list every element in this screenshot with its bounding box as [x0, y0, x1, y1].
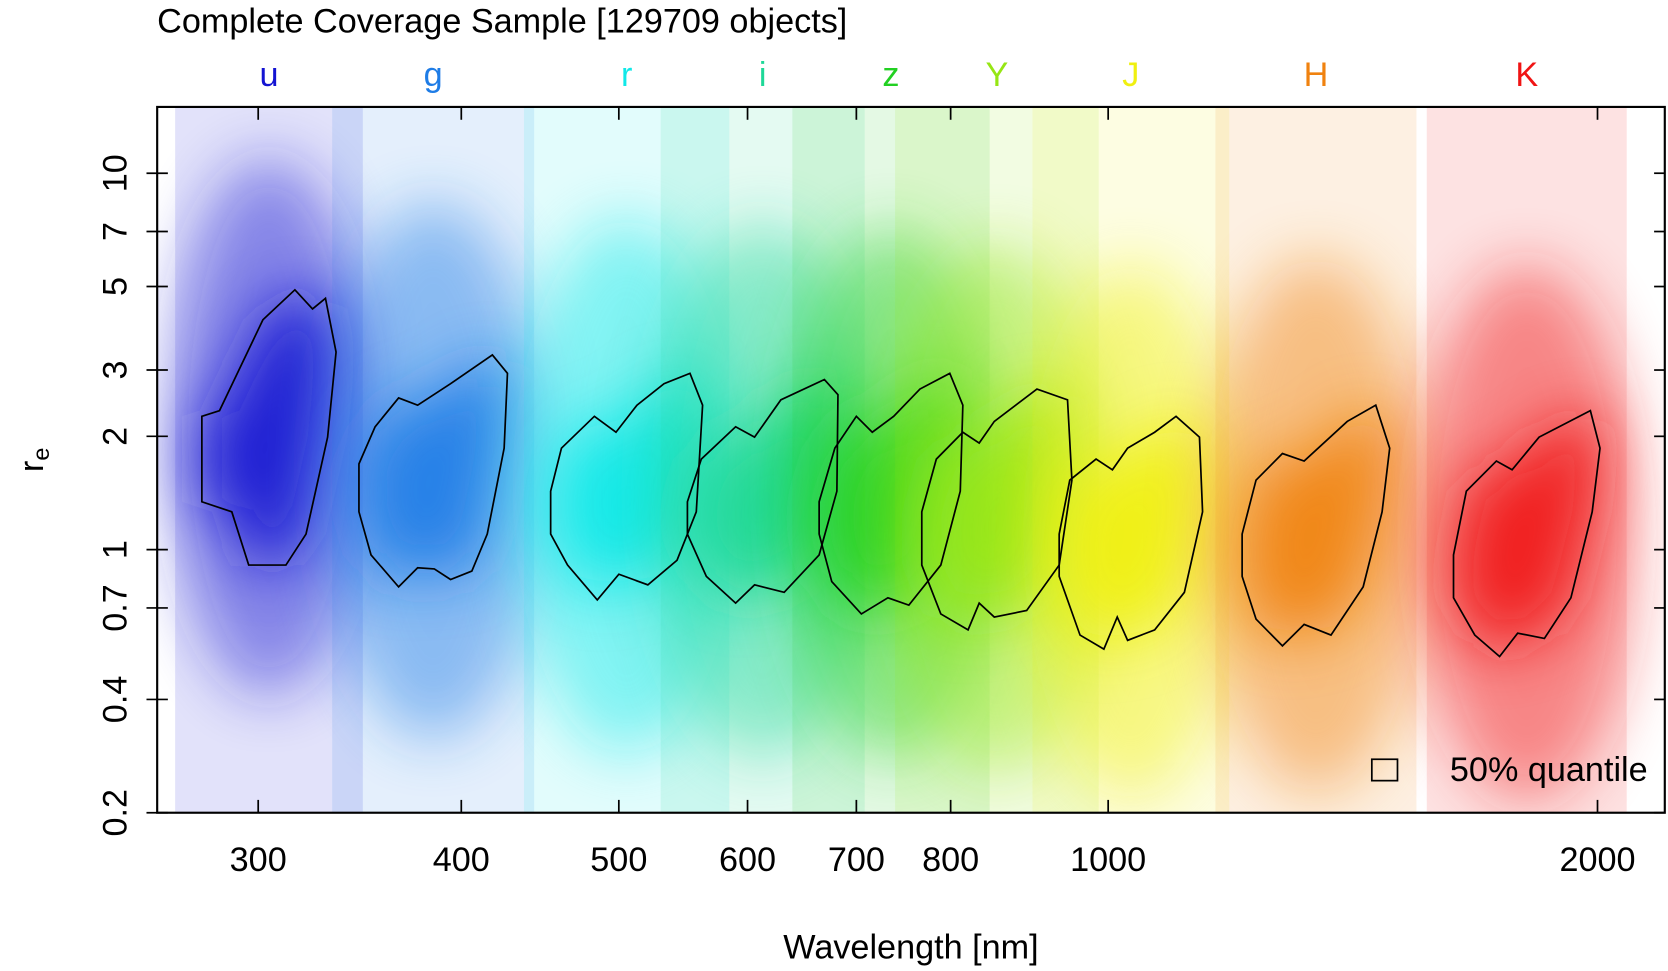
- y-tick-label: 1: [97, 540, 135, 559]
- y-tick-label: 3: [97, 361, 135, 380]
- band-label: J: [1122, 56, 1139, 94]
- y-axis-label-main: r: [13, 461, 51, 472]
- y-tick-label: 0.2: [97, 789, 135, 837]
- quantile-contour: [686, 378, 839, 605]
- quantile-contour: [549, 372, 704, 602]
- density-core: [1453, 410, 1600, 657]
- quantile-contour: [1452, 409, 1601, 658]
- band-label: K: [1515, 56, 1538, 94]
- band-label: Y: [985, 56, 1008, 94]
- quantile-contour: [1058, 415, 1204, 651]
- x-tick-label: 1000: [1070, 841, 1146, 879]
- x-tick-label: 700: [828, 841, 885, 879]
- y-tick-label: 10: [97, 154, 135, 192]
- density-core: [1242, 405, 1390, 646]
- x-tick-label: 800: [922, 841, 979, 879]
- y-tick-label: 0.7: [97, 584, 135, 632]
- x-axis-label: Wavelength [nm]: [783, 929, 1038, 967]
- band-label: u: [259, 56, 278, 94]
- y-axis-label: re: [13, 448, 54, 472]
- band-label: g: [424, 56, 443, 94]
- x-tick-label: 300: [230, 841, 287, 879]
- density-layer: [168, 106, 1637, 813]
- density-core: [1059, 416, 1203, 650]
- band-label: H: [1304, 56, 1329, 94]
- band-label: r: [621, 56, 632, 94]
- y-axis-label-subscript: e: [28, 448, 54, 461]
- band-label: z: [882, 56, 899, 94]
- quantile-contour: [920, 388, 1073, 632]
- density-core: [358, 354, 508, 587]
- band-label: i: [759, 56, 767, 94]
- y-tick-label: 2: [97, 427, 135, 446]
- y-tick-label: 0.4: [97, 676, 135, 724]
- plot-frame: [156, 105, 1666, 814]
- legend-label: 50% quantile: [1450, 751, 1648, 789]
- quantile-contour: [358, 353, 509, 589]
- y-tick-label: 5: [97, 277, 135, 296]
- x-tick-label: 600: [719, 841, 776, 879]
- x-tick-label: 400: [433, 841, 490, 879]
- quantile-contour: [818, 372, 964, 616]
- quantile-contour: [1241, 403, 1391, 648]
- chart-title: Complete Coverage Sample [129709 objects…: [157, 3, 847, 41]
- x-tick-label: 2000: [1559, 841, 1635, 879]
- quantile-contour: [201, 288, 337, 566]
- y-tick-label: 7: [97, 222, 135, 241]
- x-tick-label: 500: [590, 841, 647, 879]
- legend-symbol: [1370, 758, 1399, 782]
- density-core: [201, 289, 337, 566]
